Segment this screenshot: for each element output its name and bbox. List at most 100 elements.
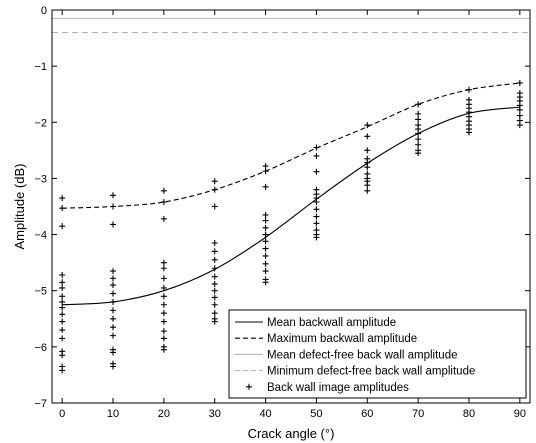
data-point xyxy=(160,335,167,342)
data-point xyxy=(59,223,66,230)
data-point xyxy=(313,234,320,241)
y-tick-label: −1 xyxy=(34,61,47,73)
data-point xyxy=(59,304,66,311)
data-point xyxy=(211,186,218,193)
data-point xyxy=(415,116,422,123)
data-point xyxy=(516,106,523,113)
data-point xyxy=(110,192,117,199)
data-point xyxy=(364,147,371,154)
data-point xyxy=(59,311,66,318)
legend: Mean backwall amplitude Maximum backwall … xyxy=(228,309,527,399)
data-point xyxy=(313,144,320,151)
data-point xyxy=(415,130,422,137)
data-point xyxy=(262,217,269,224)
x-tick-label: 10 xyxy=(107,408,119,420)
data-point xyxy=(313,152,320,159)
x-tick-label: 20 xyxy=(158,408,170,420)
markers-layer xyxy=(59,79,523,374)
data-point xyxy=(160,187,167,194)
legend-label: Mean backwall amplitude xyxy=(267,317,396,329)
data-point xyxy=(516,112,523,119)
data-point xyxy=(110,221,117,228)
data-point xyxy=(262,168,269,175)
data-point xyxy=(415,150,422,157)
x-tick-label: 0 xyxy=(59,408,65,420)
legend-item: Back wall image amplitudes xyxy=(246,382,409,394)
data-point xyxy=(110,275,117,282)
data-point xyxy=(160,310,167,317)
data-point xyxy=(211,273,218,280)
x-axis-label: Crack angle (°) xyxy=(248,426,335,441)
legend-item: Mean defect-free back wall amplitude xyxy=(235,349,458,361)
data-point xyxy=(110,268,117,275)
data-point xyxy=(59,279,66,286)
legend-label: Mean defect-free back wall amplitude xyxy=(267,349,458,361)
data-point xyxy=(110,298,117,305)
data-point xyxy=(262,183,269,190)
data-point xyxy=(262,224,269,231)
legend-item: Mean backwall amplitude xyxy=(235,317,396,329)
data-point xyxy=(211,318,218,325)
y-axis-label: Amplitude (dB) xyxy=(12,164,27,250)
data-point xyxy=(211,287,218,294)
data-point xyxy=(262,163,269,170)
series-line-2 xyxy=(62,82,520,209)
data-point xyxy=(110,363,117,370)
legend-swatch xyxy=(246,383,252,390)
data-point xyxy=(415,136,422,143)
data-point xyxy=(211,301,218,308)
data-point xyxy=(160,215,167,222)
data-point xyxy=(313,199,320,206)
axes-frame xyxy=(51,9,531,404)
data-point xyxy=(160,284,167,291)
y-tick-label: 0 xyxy=(41,5,47,17)
data-point xyxy=(211,203,218,210)
x-tick-label: 50 xyxy=(310,408,322,420)
y-tick-label: −3 xyxy=(34,173,47,185)
x-tick-label: 90 xyxy=(514,408,526,420)
data-point xyxy=(516,79,523,86)
data-point xyxy=(160,346,167,353)
data-point xyxy=(110,307,117,314)
data-point xyxy=(59,271,66,278)
data-point xyxy=(211,256,218,263)
legend-label: Back wall image amplitudes xyxy=(267,382,409,394)
data-point xyxy=(160,293,167,300)
y-tick-label: −7 xyxy=(34,398,47,410)
data-point xyxy=(364,187,371,194)
legend-item: Minimum defect-free back wall amplitude xyxy=(235,366,475,378)
data-point xyxy=(160,199,167,206)
data-point xyxy=(110,290,117,297)
data-point xyxy=(415,101,422,108)
data-point xyxy=(160,265,167,272)
data-point xyxy=(160,301,167,308)
y-tick-label: −5 xyxy=(34,286,47,298)
legend-label: Minimum defect-free back wall amplitude xyxy=(267,366,475,378)
x-tick-label: 40 xyxy=(259,408,271,420)
data-point xyxy=(465,129,472,136)
data-point xyxy=(313,168,320,175)
data-point xyxy=(415,141,422,148)
data-point xyxy=(59,327,66,334)
legend-label: Maximum backwall amplitude xyxy=(267,333,417,345)
data-point xyxy=(262,260,269,267)
data-point xyxy=(262,211,269,218)
data-point xyxy=(465,86,472,93)
data-point xyxy=(160,275,167,282)
axes-layer: 0 10 20 30 40 50 60 70 80 90 0 −1 −2 −3 −4 −5 −6 −7 xyxy=(34,5,531,420)
data-point xyxy=(59,298,66,305)
x-tick-label: 30 xyxy=(209,408,221,420)
data-point xyxy=(262,245,269,252)
x-tick-label: 80 xyxy=(463,408,475,420)
data-point xyxy=(59,367,66,374)
data-point xyxy=(59,318,66,325)
data-point xyxy=(211,248,218,255)
data-point xyxy=(59,335,66,342)
x-tick-label: 70 xyxy=(412,408,424,420)
data-point xyxy=(262,238,269,245)
data-point xyxy=(211,294,218,301)
data-point xyxy=(364,164,371,171)
data-point xyxy=(313,206,320,213)
y-tick-label: −2 xyxy=(34,117,47,129)
